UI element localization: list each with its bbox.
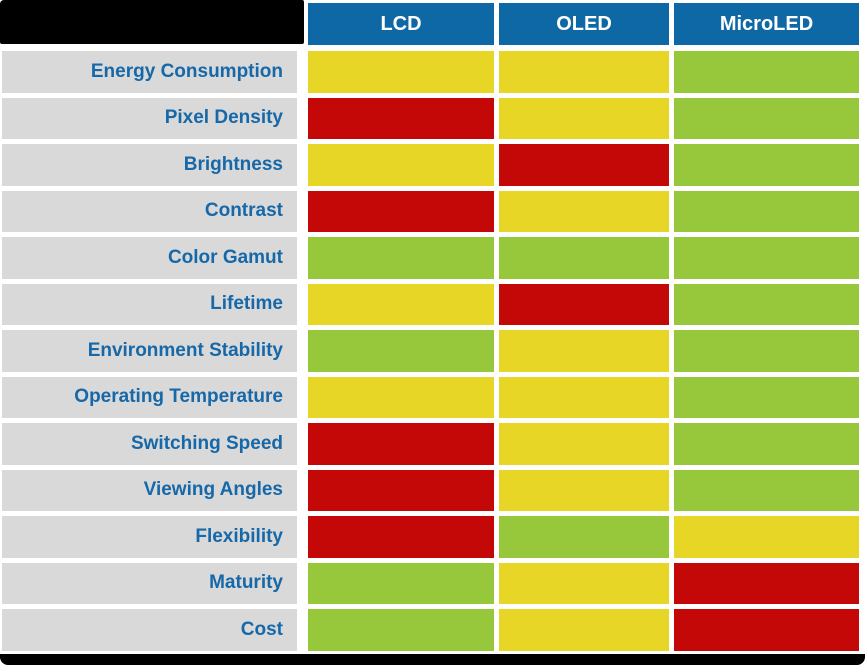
rating-cell-medium xyxy=(308,144,494,186)
row-label: Cost xyxy=(2,609,297,651)
rating-cell-medium xyxy=(499,423,669,465)
row-label: Pixel Density xyxy=(2,97,297,139)
table-row: Viewing Angles xyxy=(2,469,859,511)
rating-cell-poor xyxy=(308,190,494,232)
rating-cell-medium xyxy=(308,283,494,325)
rating-cell-good xyxy=(499,516,669,558)
row-label: Contrast xyxy=(2,190,297,232)
rating-cell-poor xyxy=(499,144,669,186)
column-header-microled: MicroLED xyxy=(674,3,859,45)
rating-cell-medium xyxy=(499,97,669,139)
rating-cell-good xyxy=(674,51,859,93)
rating-cell-good xyxy=(308,237,494,279)
rating-cell-poor xyxy=(308,516,494,558)
rating-cell-medium xyxy=(499,376,669,418)
row-label: Viewing Angles xyxy=(2,469,297,511)
rating-cell-good xyxy=(674,97,859,139)
column-header-lcd: LCD xyxy=(308,3,494,45)
rating-cell-poor xyxy=(308,97,494,139)
column-header-oled: OLED xyxy=(499,3,669,45)
row-label: Operating Temperature xyxy=(2,376,297,418)
table-row: Switching Speed xyxy=(2,423,859,465)
table-row: Pixel Density xyxy=(2,97,859,139)
rating-cell-medium xyxy=(308,51,494,93)
rating-cell-poor xyxy=(674,562,859,604)
row-label: Environment Stability xyxy=(2,330,297,372)
header-row: LCD OLED MicroLED xyxy=(2,3,859,45)
redacted-title-box xyxy=(0,0,304,44)
table-row: Maturity xyxy=(2,562,859,604)
row-label: Switching Speed xyxy=(2,423,297,465)
table-row: Energy Consumption xyxy=(2,51,859,93)
rating-cell-good xyxy=(308,562,494,604)
rating-cell-good xyxy=(674,283,859,325)
rating-cell-poor xyxy=(308,423,494,465)
row-label: Energy Consumption xyxy=(2,51,297,93)
rating-cell-poor xyxy=(674,609,859,651)
rating-cell-medium xyxy=(499,609,669,651)
table-row: Brightness xyxy=(2,144,859,186)
row-label: Color Gamut xyxy=(2,237,297,279)
row-label: Lifetime xyxy=(2,283,297,325)
rating-cell-good xyxy=(674,330,859,372)
rating-cell-poor xyxy=(308,469,494,511)
table-row: Contrast xyxy=(2,190,859,232)
table-row: Operating Temperature xyxy=(2,376,859,418)
row-label: Brightness xyxy=(2,144,297,186)
rating-cell-medium xyxy=(499,330,669,372)
rating-cell-medium xyxy=(499,51,669,93)
row-label: Flexibility xyxy=(2,516,297,558)
table-row: Lifetime xyxy=(2,283,859,325)
bottom-border-bar xyxy=(0,654,865,665)
rating-cell-medium xyxy=(674,516,859,558)
rating-cell-good xyxy=(499,237,669,279)
rating-cell-good xyxy=(308,330,494,372)
rating-cell-medium xyxy=(499,190,669,232)
table-row: Flexibility xyxy=(2,516,859,558)
rating-cell-medium xyxy=(499,469,669,511)
row-label: Maturity xyxy=(2,562,297,604)
rating-cell-good xyxy=(674,237,859,279)
rating-cell-good xyxy=(674,376,859,418)
rating-cell-medium xyxy=(499,562,669,604)
table-row: Environment Stability xyxy=(2,330,859,372)
rating-cell-good xyxy=(308,609,494,651)
rating-cell-good xyxy=(674,469,859,511)
comparison-table: LCD OLED MicroLED Energy Consumption Pixel D… xyxy=(2,3,859,656)
rating-cell-medium xyxy=(308,376,494,418)
rating-cell-poor xyxy=(499,283,669,325)
table-row: Cost xyxy=(2,609,859,651)
rating-cell-good xyxy=(674,190,859,232)
rating-cell-good xyxy=(674,144,859,186)
rating-cell-good xyxy=(674,423,859,465)
table-row: Color Gamut xyxy=(2,237,859,279)
